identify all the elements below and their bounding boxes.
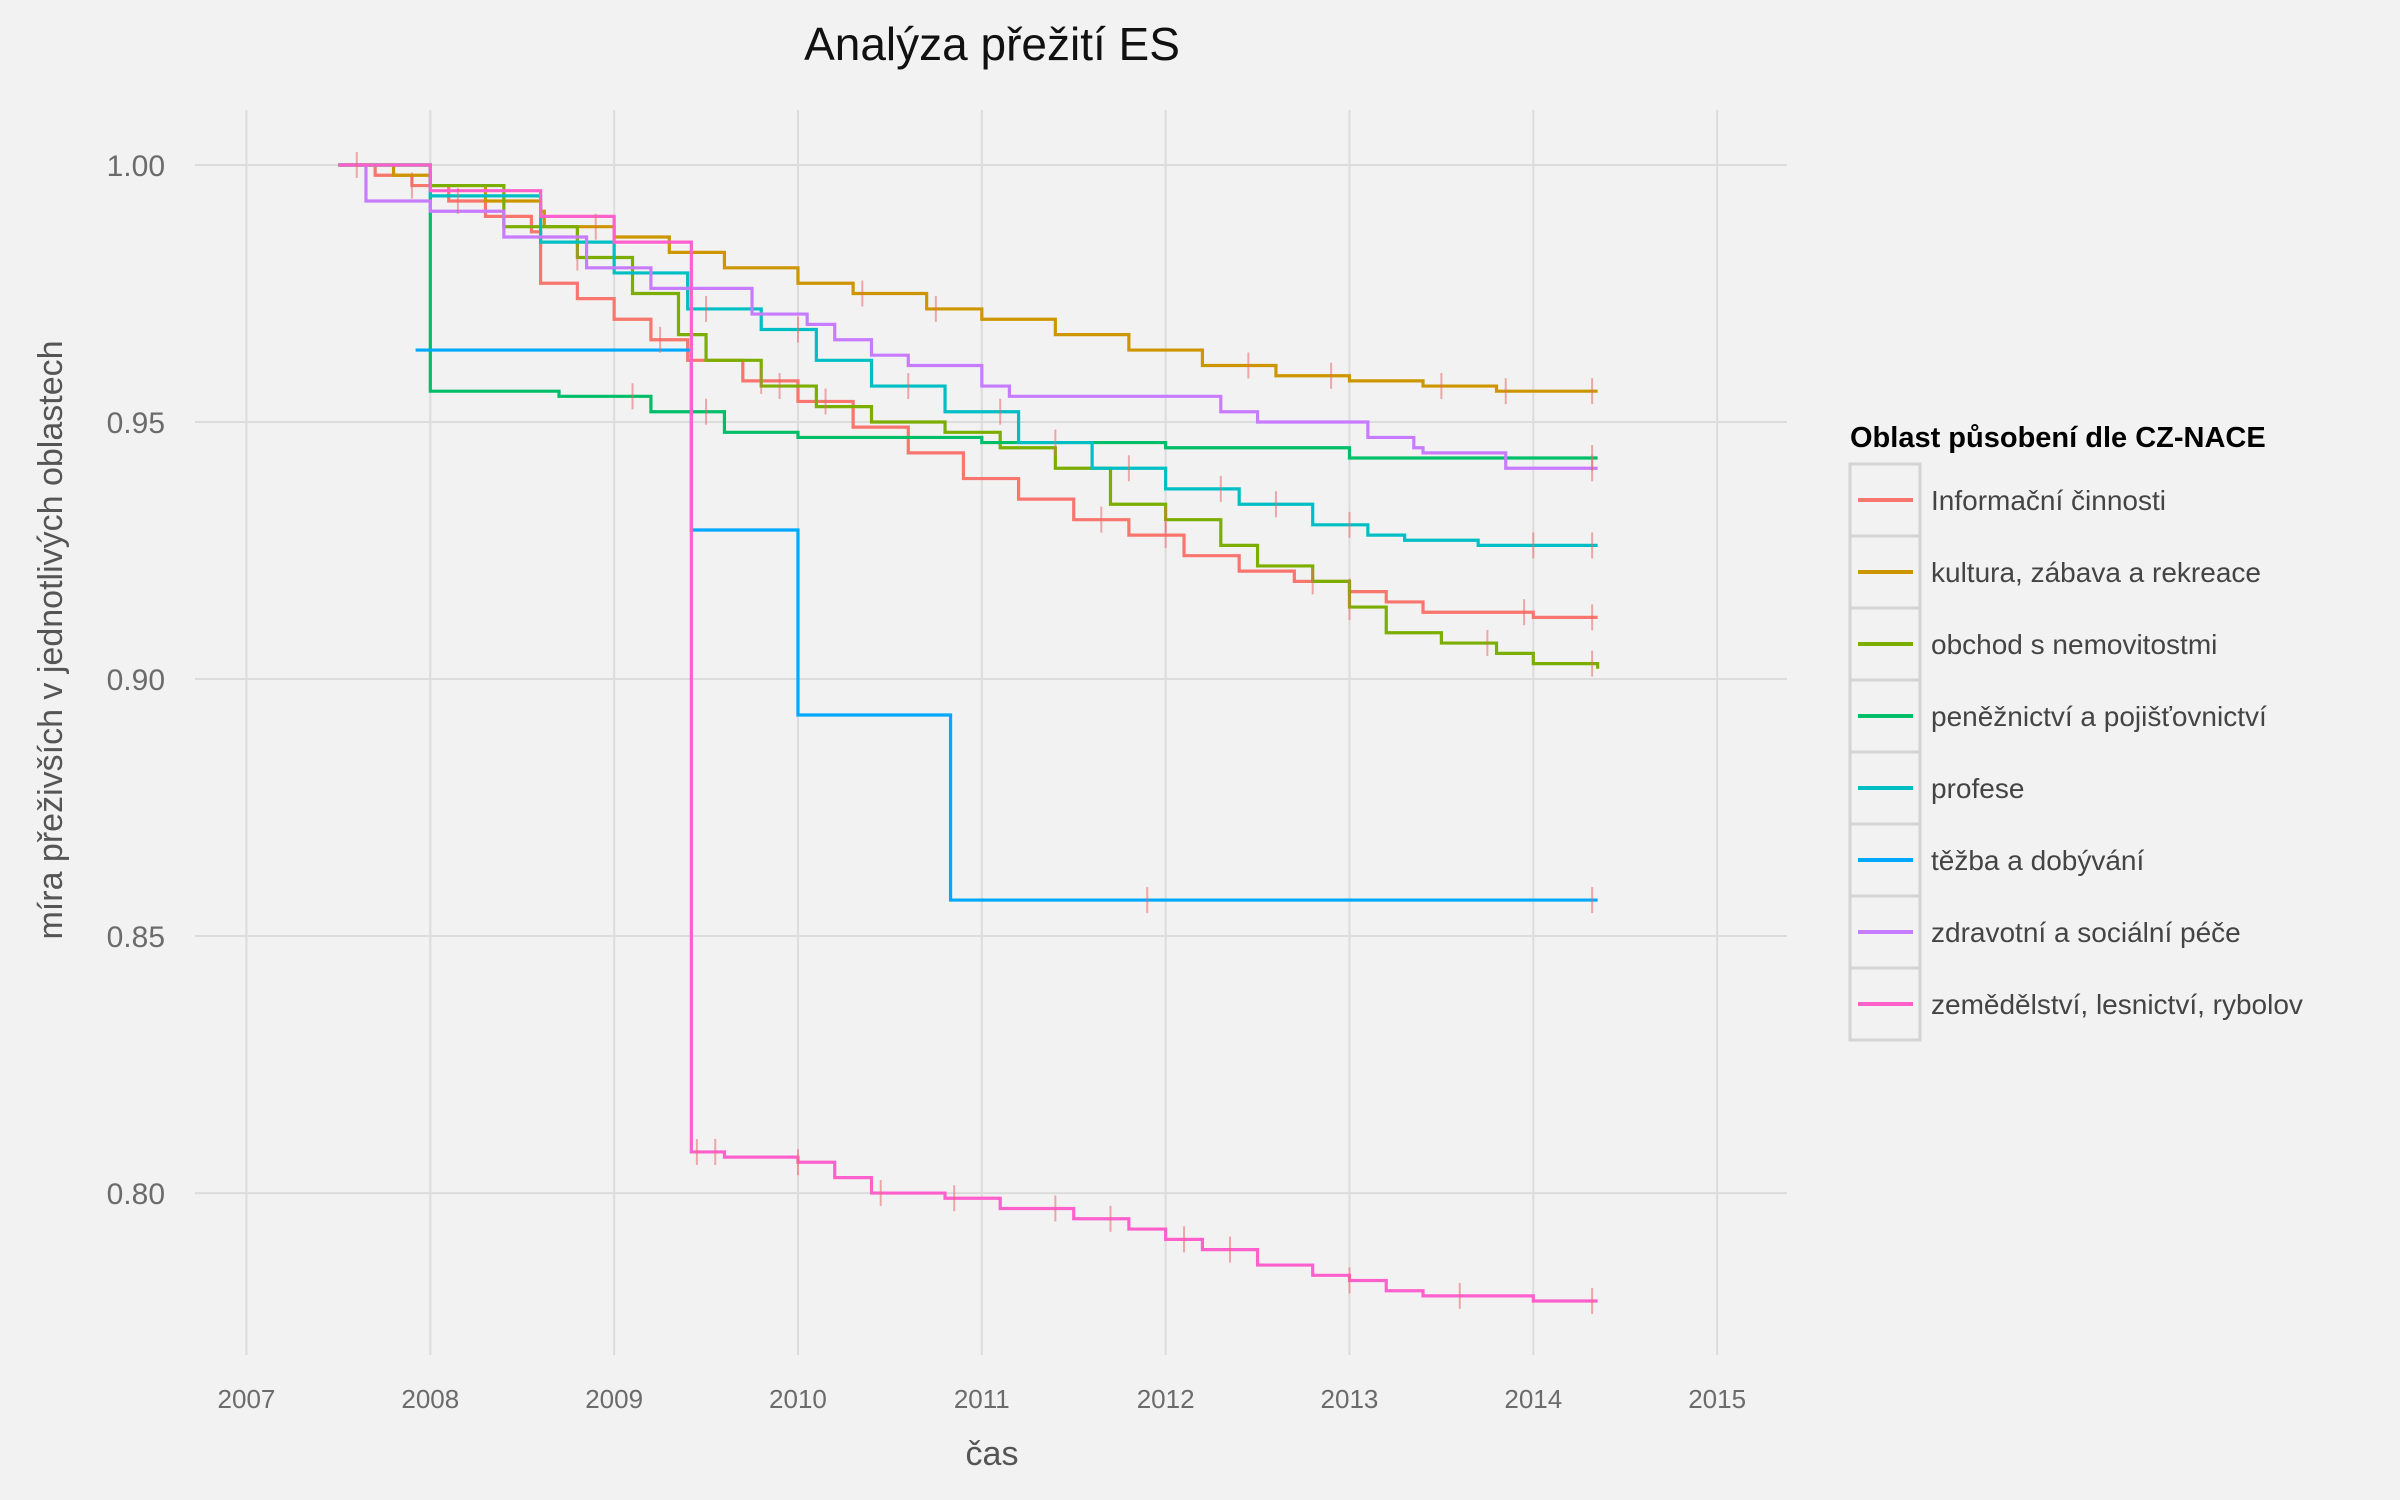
legend-label: těžba a dobývání <box>1931 845 2144 876</box>
series-line <box>338 163 1598 393</box>
legend-label: zemědělství, lesnictví, rybolov <box>1931 989 2303 1020</box>
legend-label: obchod s nemovitostmi <box>1931 629 2217 660</box>
y-tick-label: 0.80 <box>107 1178 165 1211</box>
legend-label: peněžnictví a pojišťovnictví <box>1931 701 2267 732</box>
x-tick-label: 2015 <box>1688 1384 1746 1414</box>
x-axis-ticks: 2007 2008 2009 2010 2011 2012 2013 2014 2015 <box>218 1384 1747 1414</box>
y-tick-label: 0.85 <box>107 921 165 954</box>
x-tick-label: 2011 <box>954 1384 1010 1414</box>
x-tick-label: 2009 <box>585 1384 643 1414</box>
series-line <box>338 163 1598 1303</box>
y-tick-label: 0.90 <box>107 664 165 697</box>
legend-label: zdravotní a sociální péče <box>1931 917 2241 948</box>
legend-label: kultura, zábava a rekreace <box>1931 557 2261 588</box>
y-tick-label: 1.00 <box>107 150 165 183</box>
series-line <box>338 163 1598 470</box>
y-axis-ticks: 0.80 0.85 0.90 0.95 1.00 <box>107 150 165 1211</box>
chart-title: Analýza přežití ES <box>804 18 1180 70</box>
legend: Oblast působení dle CZ-NACE Informační č… <box>1848 422 2303 1042</box>
legend-title: Oblast působení dle CZ-NACE <box>1850 422 2266 454</box>
x-tick-label: 2010 <box>769 1384 827 1414</box>
legend-label: profese <box>1931 773 2024 804</box>
grid-lines <box>195 110 1787 1355</box>
x-tick-label: 2012 <box>1137 1384 1195 1414</box>
legend-label: Informační činnosti <box>1931 485 2166 516</box>
series-line <box>338 163 1598 547</box>
x-tick-label: 2007 <box>218 1384 276 1414</box>
series-line <box>338 163 1598 460</box>
x-tick-label: 2014 <box>1504 1384 1562 1414</box>
y-tick-label: 0.95 <box>107 407 165 440</box>
x-tick-label: 2013 <box>1321 1384 1379 1414</box>
y-axis-label: míra přeživších v jednotlivých oblastech <box>32 340 70 939</box>
censor-marks <box>355 152 1594 1315</box>
x-axis-label: čas <box>966 1435 1019 1473</box>
x-tick-label: 2008 <box>401 1384 459 1414</box>
